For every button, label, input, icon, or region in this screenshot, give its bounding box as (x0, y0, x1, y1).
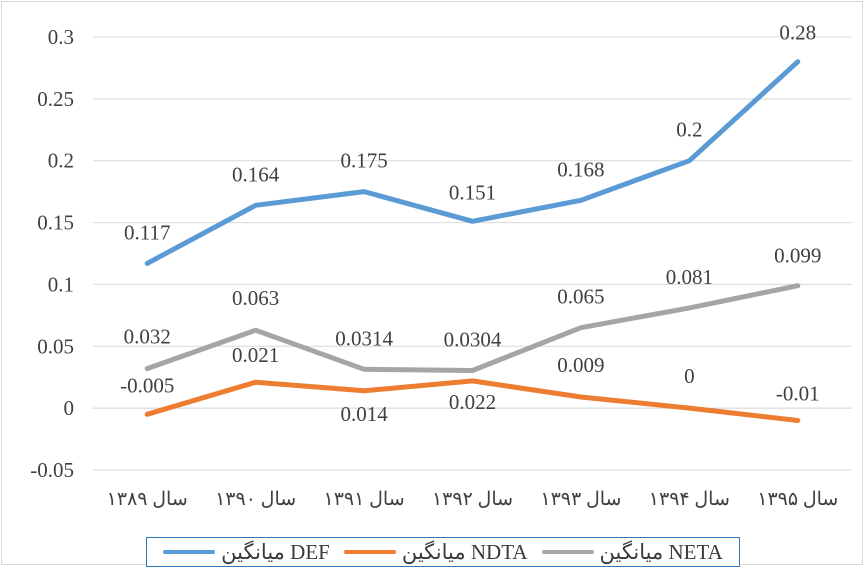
data-label: 0.164 (232, 162, 280, 186)
legend-swatch-ndta (343, 550, 396, 554)
y-tick-label: 0.1 (48, 272, 74, 296)
x-tick-label: سال ۱۳۹۰ (215, 489, 296, 510)
y-tick-label: -0.05 (30, 458, 74, 482)
data-label: -0.01 (776, 382, 820, 406)
data-label: -0.005 (120, 373, 174, 397)
data-label: 0.0304 (444, 328, 502, 352)
data-label: 0.2 (676, 118, 702, 142)
legend-item-ndta: میانگین NDTA (343, 539, 528, 565)
data-label: 0.151 (449, 180, 496, 204)
data-label: 0.063 (232, 286, 279, 310)
x-tick-label: سال ۱۳۹۴ (649, 489, 730, 510)
data-label: 0.175 (340, 149, 387, 173)
data-label: 0.168 (557, 157, 604, 181)
data-label: 0 (684, 364, 695, 388)
data-label: 0.28 (779, 21, 816, 45)
data-label: 0.117 (124, 220, 170, 244)
data-labels: 0.117 0.164 0.175 0.151 0.168 0.2 0.28 -0.005 0.… (120, 21, 821, 426)
y-axis-labels: -0.05 0 0.05 0.1 0.15 0.2 0.25 0.3 (30, 25, 74, 482)
x-axis-labels: سال ۱۳۸۹ سال ۱۳۹۰ سال ۱۳۹۱ سال ۱۳۹۲ سال ۱۳۹۳… (107, 489, 839, 510)
data-label: 0.021 (232, 343, 279, 367)
data-label: 0.081 (666, 265, 713, 289)
x-tick-label: سال ۱۳۹۱ (324, 489, 405, 510)
series-line-1 (144, 378, 801, 423)
x-tick-label: سال ۱۳۹۲ (432, 489, 513, 510)
y-tick-label: 0.05 (37, 334, 74, 358)
y-tick-label: 0.2 (48, 149, 74, 173)
legend-item-def: میانگین DEF (163, 540, 330, 565)
data-label: 0.0314 (335, 326, 393, 350)
data-label: 0.065 (557, 285, 604, 309)
legend-label-def: میانگین DEF (221, 539, 330, 564)
x-tick-label: سال ۱۳۹۳ (540, 489, 621, 510)
data-label: 0.014 (340, 402, 388, 426)
legend-label-ndta: میانگین NDTA (401, 539, 528, 564)
y-tick-label: 0.25 (37, 87, 74, 111)
data-label: 0.009 (557, 353, 604, 377)
x-tick-label: سال ۱۳۹۵ (757, 489, 838, 510)
data-label: 0.032 (124, 325, 171, 349)
y-tick-label: 0.15 (37, 211, 74, 235)
data-label: 0.022 (449, 390, 496, 414)
data-label: 0.099 (774, 244, 821, 268)
series-line-0 (144, 59, 801, 266)
legend: میانگین DEF میانگین NDTA میانگین NETA (146, 537, 740, 567)
x-tick-label: سال ۱۳۸۹ (107, 489, 188, 510)
y-tick-label: 0 (64, 396, 75, 420)
legend-label-neta: میانگین NETA (599, 539, 723, 564)
legend-swatch-neta (541, 550, 594, 554)
legend-swatch-def (163, 550, 216, 554)
series-lines (144, 59, 801, 423)
y-tick-label: 0.3 (48, 25, 74, 49)
series-line-2 (144, 283, 801, 373)
legend-item-neta: میانگین NETA (541, 539, 723, 565)
